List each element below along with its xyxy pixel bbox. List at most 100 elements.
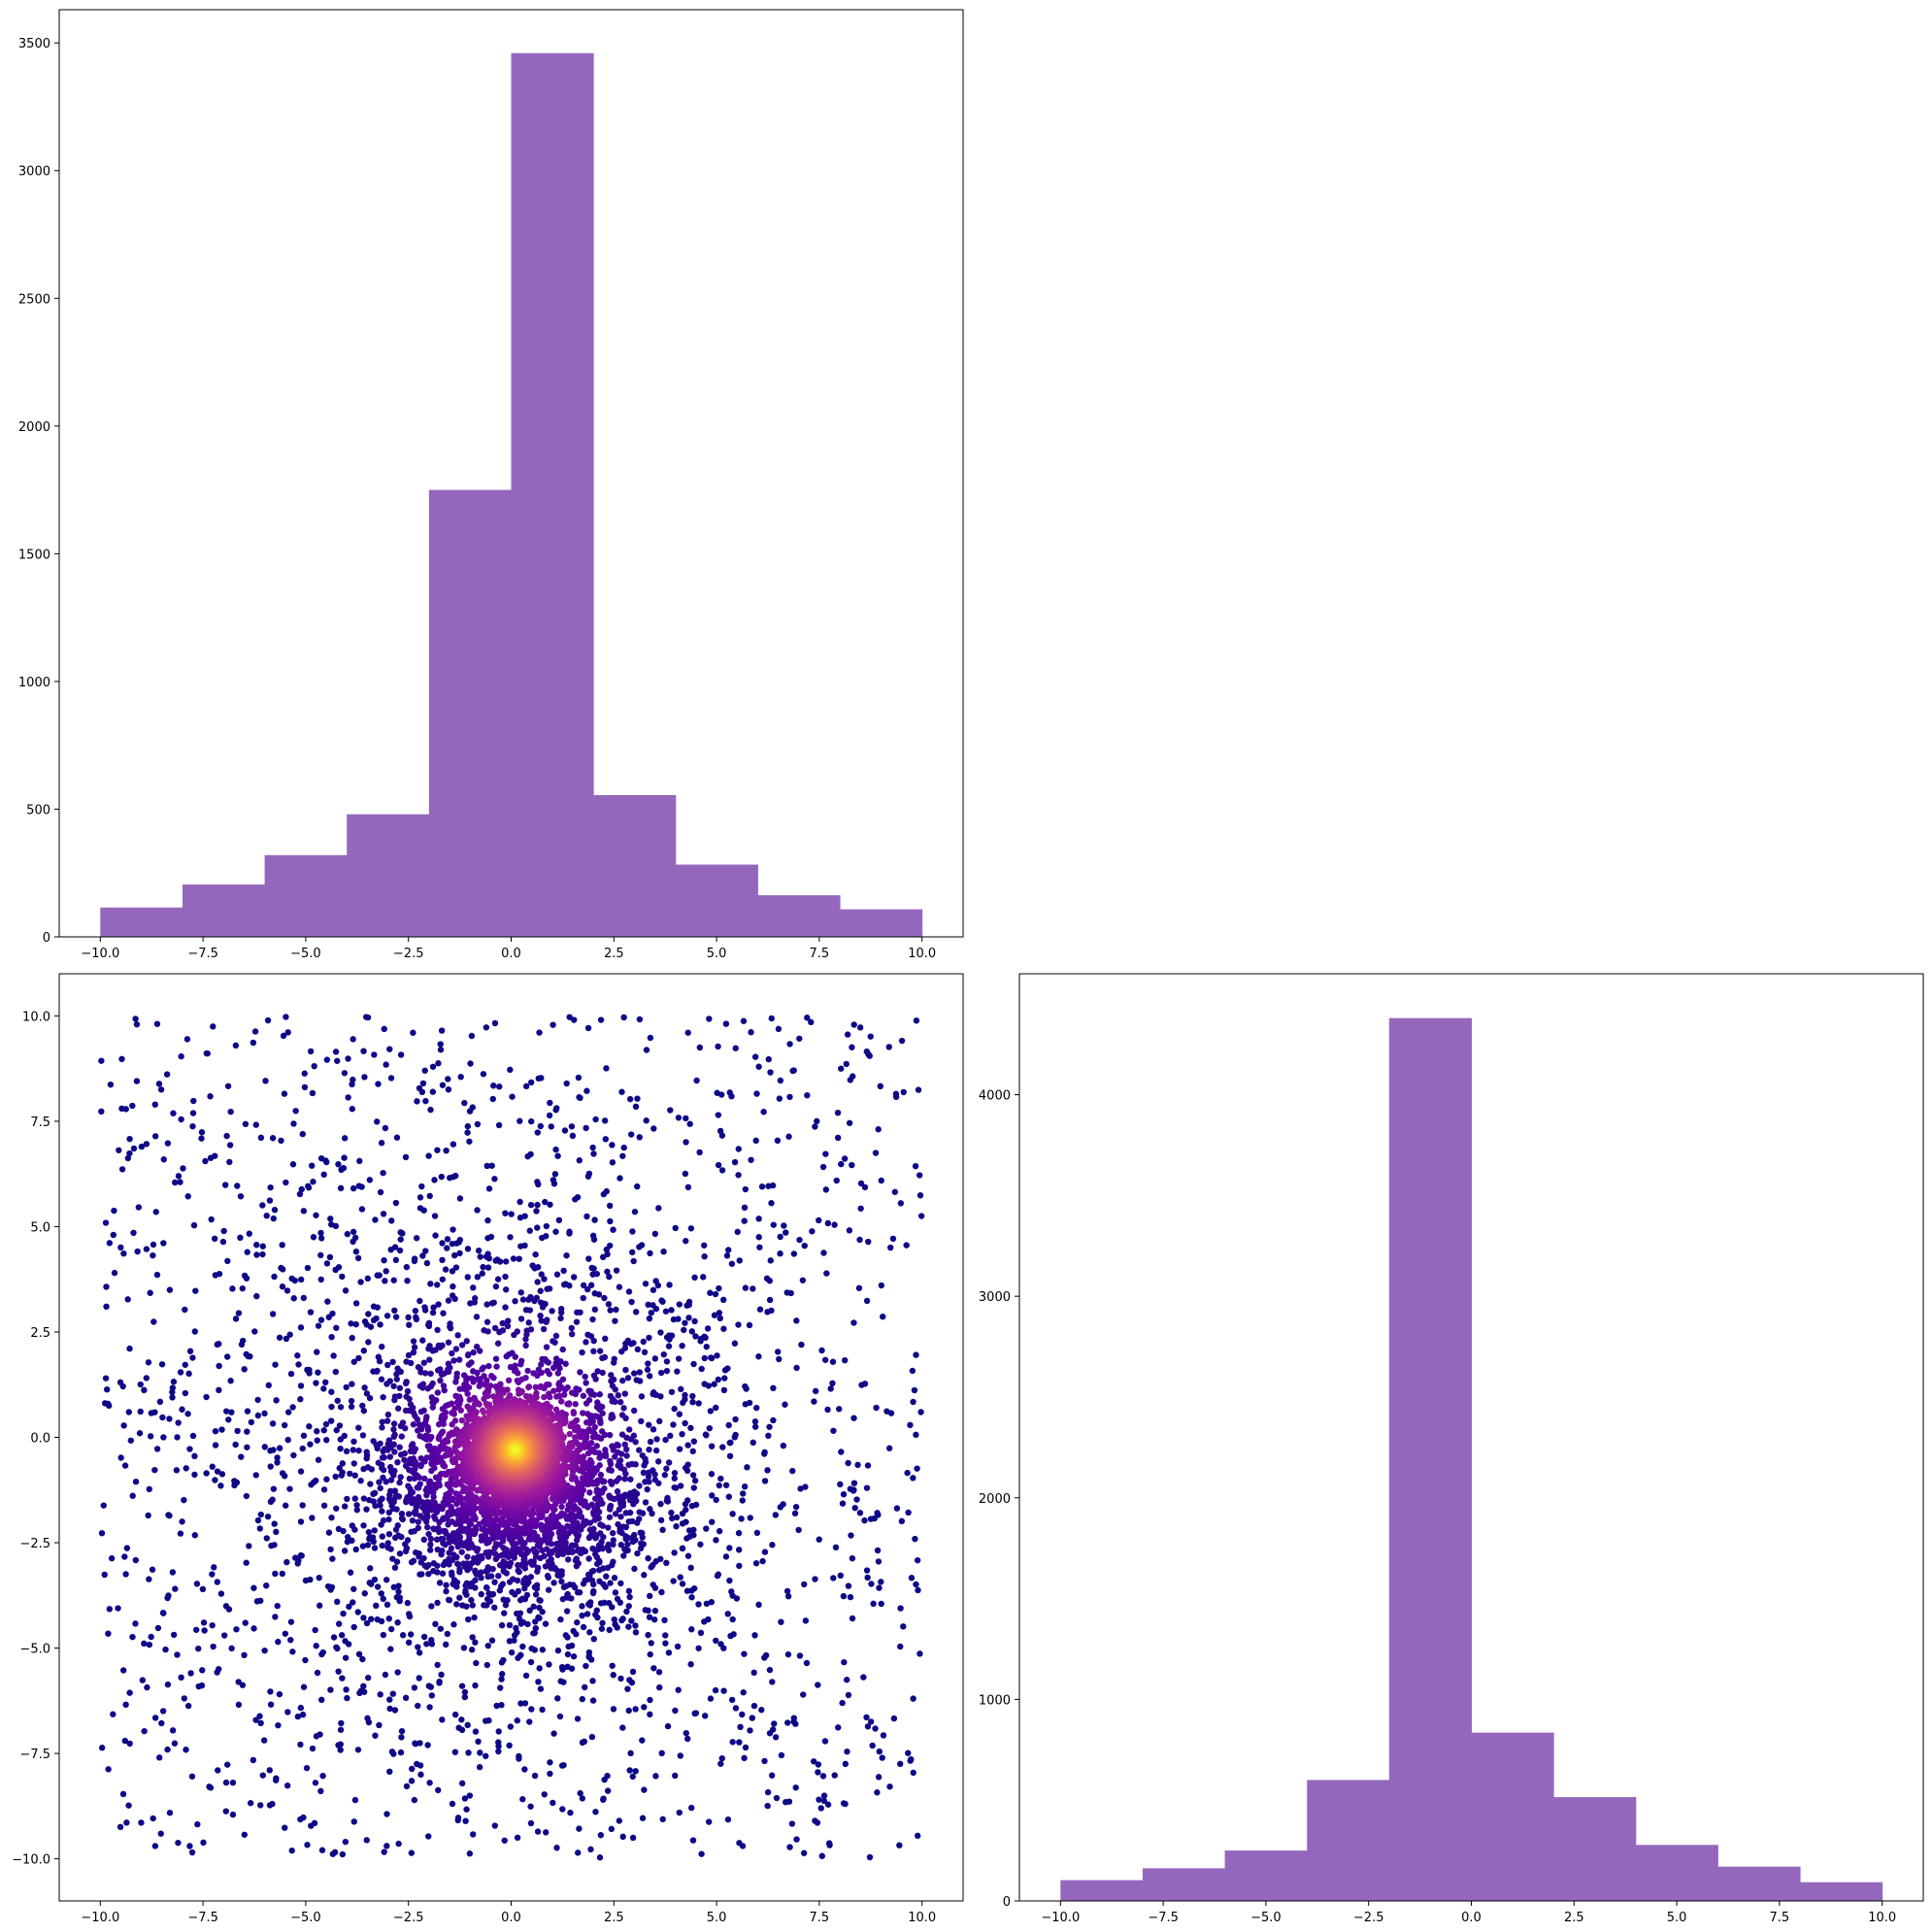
scatter-point: [404, 1277, 411, 1284]
scatter-point: [602, 1136, 609, 1143]
scatter-point: [360, 1688, 368, 1695]
scatter-point: [718, 1167, 726, 1174]
scatter-point: [435, 1524, 442, 1532]
scatter-point: [218, 1426, 225, 1433]
scatter-point: [623, 1452, 630, 1459]
scatter-point: [313, 1380, 319, 1386]
scatter-point: [600, 1190, 608, 1198]
scatter-point: [717, 1641, 724, 1648]
scatter-point: [684, 1552, 692, 1559]
scatter-point: [601, 1117, 609, 1124]
scatter-point: [185, 1370, 192, 1378]
scatter-point: [350, 1358, 357, 1365]
scatter-point: [609, 1382, 616, 1389]
scatter-point: [626, 1426, 633, 1433]
scatter-point: [588, 1568, 596, 1575]
scatter-point: [248, 1418, 255, 1426]
scatter-point: [603, 1246, 611, 1253]
scatter-point: [443, 1582, 450, 1588]
scatter-point: [398, 1727, 406, 1735]
scatter-point: [597, 1419, 604, 1427]
scatter-point: [537, 1312, 544, 1319]
scatter-point: [709, 1492, 716, 1499]
scatter-point: [645, 1631, 651, 1639]
scatter-point: [592, 1116, 599, 1123]
scatter-point: [414, 1760, 420, 1768]
scatter-point: [150, 1815, 156, 1822]
scatter-point: [834, 1109, 842, 1116]
scatter-point: [720, 1296, 727, 1304]
scatter-point: [353, 1502, 360, 1509]
scatter-point: [405, 1511, 413, 1517]
scatter-point: [280, 1032, 287, 1040]
scatter-point: [117, 1823, 124, 1831]
scatter-point: [98, 1745, 106, 1751]
scatter-point: [615, 1392, 621, 1399]
scatter-point: [823, 1270, 830, 1277]
scatter-point: [772, 1734, 780, 1741]
scatter-point: [551, 1339, 558, 1346]
scatter-point: [717, 1760, 724, 1767]
scatter-point: [877, 1083, 883, 1090]
scatter-point: [222, 1408, 230, 1415]
scatter-point: [586, 1629, 593, 1636]
scatter-point: [579, 1603, 585, 1610]
scatter-point: [610, 1537, 616, 1544]
scatter-point: [223, 1132, 230, 1140]
scatter-point: [449, 1800, 456, 1808]
scatter-point: [511, 1637, 517, 1644]
scatter-point: [638, 1540, 645, 1547]
scatter-point: [442, 1409, 450, 1416]
scatter-point: [410, 1029, 416, 1036]
scatter-point: [409, 1488, 416, 1496]
scatter-point: [636, 1134, 643, 1141]
scatter-point: [548, 1123, 554, 1130]
scatter-point: [728, 1093, 735, 1100]
scatter-point: [390, 1420, 398, 1427]
scatter-point: [715, 1376, 722, 1383]
scatter-point: [437, 1041, 444, 1048]
scatter-point: [450, 1226, 456, 1233]
scatter-point: [125, 1802, 132, 1809]
scatter-point: [735, 1529, 743, 1537]
scatter-point: [261, 1647, 268, 1654]
scatter-point: [297, 1704, 305, 1712]
scatter-point: [638, 1417, 645, 1425]
scatter-point: [453, 1601, 460, 1608]
scatter-point: [261, 1444, 268, 1450]
scatter-point: [395, 1493, 403, 1500]
scatter-point: [596, 1348, 604, 1354]
scatter-point: [647, 1249, 653, 1257]
scatter-point: [355, 1354, 362, 1362]
scatter-point: [679, 1520, 686, 1527]
scatter-point: [793, 1364, 800, 1372]
scatter-point: [689, 1837, 697, 1844]
scatter-point: [846, 1227, 853, 1234]
scatter-point: [241, 1651, 248, 1659]
scatter-point: [655, 1669, 663, 1676]
scatter-point: [491, 1324, 499, 1332]
scatter-point: [849, 1161, 855, 1169]
scatter-point: [155, 1081, 163, 1087]
scatter-point: [147, 1433, 154, 1440]
scatter-point: [736, 1562, 743, 1570]
scatter-point: [640, 1469, 648, 1477]
scatter-point: [263, 1213, 270, 1219]
scatter-point: [439, 1570, 447, 1577]
scatter-point: [440, 1535, 447, 1543]
scatter-point: [747, 1515, 753, 1521]
scatter-point: [647, 1592, 653, 1600]
scatter-point: [843, 1060, 849, 1068]
scatter-point: [837, 1572, 844, 1580]
scatter-point: [732, 1705, 740, 1712]
scatter-point: [337, 1404, 345, 1411]
scatter-point: [786, 1093, 793, 1101]
scatter-point: [526, 1227, 534, 1234]
scatter-point: [700, 1274, 707, 1281]
scatter-point: [153, 1271, 161, 1279]
scatter-point: [212, 1477, 218, 1483]
scatter-point: [522, 1342, 529, 1349]
scatter-point: [275, 1638, 282, 1646]
scatter-point: [150, 1318, 157, 1325]
scatter-point: [547, 1759, 553, 1766]
